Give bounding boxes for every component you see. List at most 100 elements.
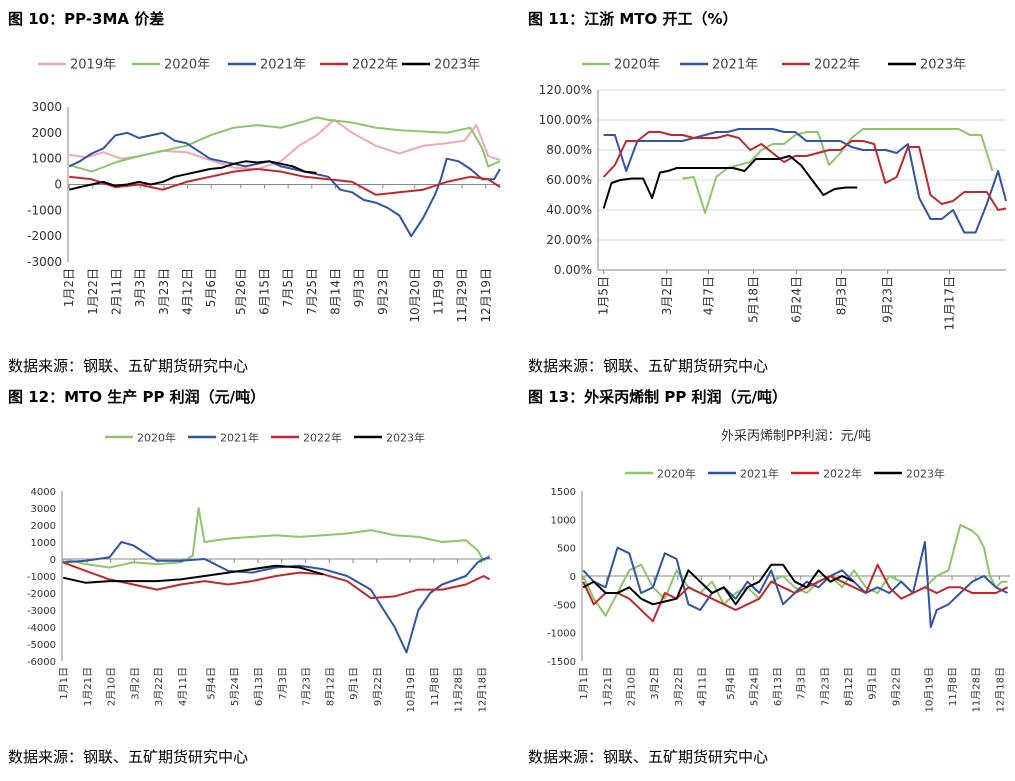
y-tick-label: 80.00% [546,143,592,157]
x-tick-label: 8月12日 [324,667,336,706]
x-tick-label: 4月11日 [177,667,189,706]
x-tick-label: 7月3日 [796,667,808,700]
series-line [68,160,317,191]
chart-pp-3ma-spread: 2019年 2020年 2021年 2022年 2023年 -3000 -2000 -1000… [27,58,501,323]
y-tick-label: 1000 [31,152,62,166]
y-tick-label: 1000 [551,515,576,526]
x-tick-label: 7月25日 [305,268,319,315]
x-tick-label: 5月6日 [204,268,218,307]
y-tick-label: 4000 [31,487,56,498]
series-line [62,564,324,584]
chart-mto-operating-rate: 2020年 2021年 2022年 2023年 0.00% 20.00% 40.00% 60.… [539,58,1007,331]
x-tick-label: 11月9日 [431,268,445,315]
x-tick-label: 2月11日 [110,268,124,315]
x-tick-label: 9月23日 [881,276,895,323]
x-tick-label: 5月4日 [205,667,217,700]
x-tick-label: 3月2日 [649,667,661,700]
legend-label: 2023年 [906,467,945,481]
x-tick-label: 8月14日 [328,268,342,315]
x-tick-label: 9月3日 [352,268,366,307]
y-tick-label: 20.00% [546,233,592,247]
y-tick-label: -3000 [27,255,62,269]
legend-label: 2019年 [70,58,116,73]
x-tick-label: 11月8日 [429,667,441,706]
x-tick-label: 3月2日 [129,667,141,700]
x-tick-label: 2月10日 [106,667,118,706]
y-tick-label: -1000 [27,572,56,583]
x-tick-label: 9月23日 [376,268,390,315]
x-tick-label: 7月23日 [301,667,313,706]
chart-mto-pp-profit: 2020年 2021年 2022年 2023年 -6000 -5000 -4000 -3000… [27,431,492,712]
series-line [582,524,1008,617]
y-tick-label: 3000 [31,504,56,515]
y-tick-label: -6000 [27,657,56,668]
series-line [63,541,490,654]
x-tick-label: 9月22日 [372,667,384,706]
y-tick-label: 0.00% [554,263,592,277]
x-tick-label: 6月13日 [253,667,265,706]
x-tick-label: 4月12日 [181,268,195,315]
y-tick-label: -1500 [547,657,576,668]
x-tick-label: 6月15日 [257,268,271,315]
legend-label: 2021年 [740,467,779,481]
x-tick-label: 3月22日 [153,667,165,706]
y-tick-label: 1000 [31,538,56,549]
x-tick-label: 5月4日 [725,667,737,700]
y-tick-label: 120.00% [539,83,592,97]
x-tick-label: 1月1日 [58,667,70,700]
legend-label: 2022年 [303,431,342,445]
x-tick-label: 1月21日 [602,667,614,706]
legend-label: 2021年 [260,58,306,73]
series-line [602,155,858,209]
legend-label: 2022年 [814,58,860,73]
x-tick-label: 11月28日 [453,667,465,712]
legend-label: 2021年 [712,58,758,73]
x-tick-label: 11月17日 [943,276,957,331]
figure-title: 图 10：PP-3MA 价差 [8,10,165,28]
x-tick-label: 11月28日 [971,667,983,712]
figure-source: 数据来源：钢联、五矿期货研究中心 [8,748,249,766]
legend-label: 2020年 [657,467,696,481]
y-tick-label: 40.00% [546,203,592,217]
y-tick-label: -1000 [27,203,62,217]
chart-panel-10: 图 10：PP-3MA 价差 2019年 2020年 2021年 2022年 2023年… [0,0,507,390]
legend-label: 2022年 [352,58,398,73]
y-tick-label: -1000 [547,629,576,640]
y-tick-label: -3000 [27,606,56,617]
x-tick-label: 11月29日 [455,268,469,323]
y-tick-label: 0 [570,572,576,583]
y-tick-label: 1500 [551,487,576,498]
y-tick-label: 2000 [31,126,62,140]
figure-source: 数据来源：钢联、五矿期货研究中心 [528,357,769,375]
chart-propylene-pp-profit: 外采丙烯制PP利润：元/吨 2020年 2021年 2022年 2023年 -1500 -1… [547,429,1010,712]
x-tick-label: 10月19日 [405,667,417,712]
x-tick-label: 12月18日 [994,667,1006,712]
figure-title: 图 11：江浙 MTO 开工（%） [528,10,738,28]
x-tick-label: 6月24日 [789,276,803,323]
series-line [582,563,1009,623]
x-tick-label: 9月1日 [348,667,360,700]
legend-label: 2023年 [386,431,425,445]
chart-panel-13: 图 13：外采丙烯制 PP 利润（元/吨） 外采丙烯制PP利润：元/吨 2020年… [520,378,1015,781]
figure-source: 数据来源：钢联、五矿期货研究中心 [528,748,769,766]
series-line [602,131,1007,211]
x-tick-label: 2月10日 [625,667,637,706]
legend-label: 2020年 [164,58,210,73]
series-line [68,116,501,173]
figure-title: 图 12：MTO 生产 PP 利润（元/吨） [8,388,266,406]
x-tick-label: 1月2日 [62,268,76,307]
series-line [582,541,1009,628]
x-tick-label: 7月23日 [819,667,831,706]
x-tick-label: 10月19日 [923,667,935,712]
x-tick-label: 5月18日 [747,276,761,323]
legend-label: 2021年 [220,431,259,445]
x-tick-label: 1月5日 [597,276,611,315]
x-tick-label: 12月19日 [479,268,493,323]
x-tick-label: 1月21日 [82,667,94,706]
y-tick-label: 0 [54,178,62,192]
legend-label: 2020年 [614,58,660,73]
legend-label: 2022年 [823,467,862,481]
x-tick-label: 9月22日 [890,667,902,706]
x-tick-label: 8月3日 [834,276,848,315]
x-tick-label: 1月22日 [86,268,100,315]
